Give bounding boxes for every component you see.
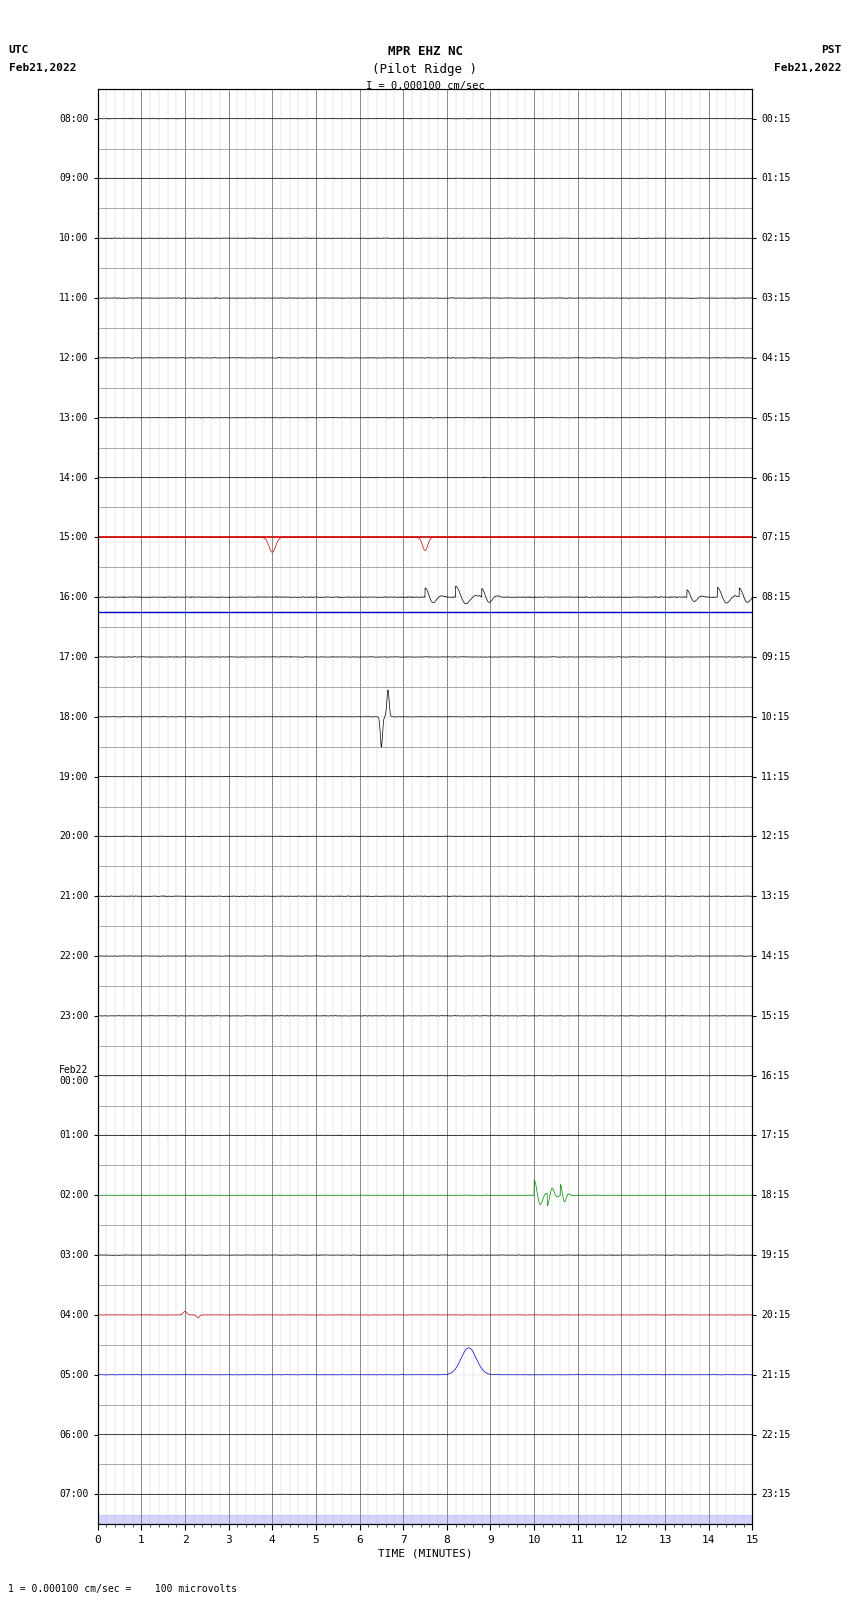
- Text: I = 0.000100 cm/sec: I = 0.000100 cm/sec: [366, 81, 484, 90]
- X-axis label: TIME (MINUTES): TIME (MINUTES): [377, 1548, 473, 1558]
- Text: Feb21,2022: Feb21,2022: [8, 63, 76, 73]
- Text: 1 = 0.000100 cm/sec =    100 microvolts: 1 = 0.000100 cm/sec = 100 microvolts: [8, 1584, 238, 1594]
- Text: UTC: UTC: [8, 45, 29, 55]
- Text: (Pilot Ridge ): (Pilot Ridge ): [372, 63, 478, 76]
- Text: Feb21,2022: Feb21,2022: [774, 63, 842, 73]
- Bar: [98, 1515, 752, 1524]
- Text: PST: PST: [821, 45, 842, 55]
- Text: MPR EHZ NC: MPR EHZ NC: [388, 45, 462, 58]
